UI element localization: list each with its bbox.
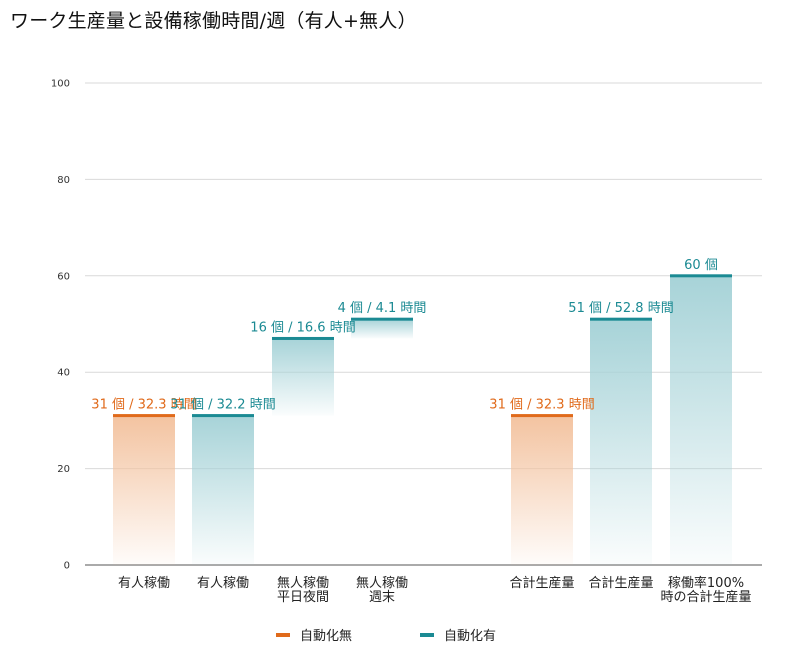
bar-top-line [351, 317, 413, 321]
legend-label: 自動化無 [300, 629, 352, 644]
grid-lines [85, 82, 762, 566]
bar [511, 414, 573, 565]
legend: 自動化無 自動化有 [276, 629, 496, 644]
legend-item[interactable]: 自動化無 [276, 629, 352, 644]
y-tick-label: 40 [57, 368, 70, 379]
y-tick-label: 0 [64, 561, 70, 572]
category-label: 合計生産量 [588, 575, 653, 591]
bar-value-label: 31 個 / 32.2 時間 [170, 398, 275, 413]
bar [272, 336, 334, 416]
bar-top-line [670, 274, 732, 278]
bar-top-line [272, 336, 334, 340]
bar-fill [113, 415, 175, 565]
bar-fill [272, 338, 334, 416]
category-label: 有人稼働 [197, 576, 249, 591]
bar-fill [192, 415, 254, 565]
bar-value-label: 60 個 [684, 258, 718, 273]
y-axis-ticks: 0 20 40 60 80 100 [51, 79, 70, 572]
bar [192, 414, 254, 565]
bar-fill [351, 319, 413, 339]
bar-value-label: 16 個 / 16.6 時間 [250, 320, 355, 335]
category-label: 稼働率100% [668, 575, 744, 591]
bar [351, 317, 413, 339]
y-tick-label: 80 [57, 175, 70, 186]
category-label: 平日夜間 [277, 590, 329, 605]
bar-fill [670, 275, 732, 565]
legend-label: 自動化有 [444, 629, 496, 644]
bar-value-label: 51 個 / 52.8 時間 [568, 301, 673, 316]
bar-top-line [511, 414, 573, 418]
legend-swatch [420, 633, 434, 637]
bar-value-label: 4 個 / 4.1 時間 [338, 301, 427, 316]
category-label: 時の合計生産量 [660, 589, 751, 605]
category-label: 有人稼働 [118, 576, 170, 591]
bars [113, 274, 732, 565]
legend-swatch [276, 633, 290, 637]
y-tick-label: 60 [57, 271, 70, 282]
bar [113, 414, 175, 565]
bar-top-line [590, 317, 652, 321]
y-tick-label: 100 [51, 79, 70, 90]
category-label: 無人稼働 [356, 576, 408, 591]
category-label: 無人稼働 [277, 576, 329, 591]
bar-top-line [192, 414, 254, 418]
bar [670, 274, 732, 565]
category-label: 合計生産量 [509, 575, 574, 591]
bar-fill [511, 415, 573, 565]
category-label: 週末 [369, 590, 395, 605]
bar-value-label: 31 個 / 32.3 時間 [489, 398, 594, 413]
bar-fill [590, 319, 652, 565]
chart-title: ワーク生産量と設備稼働時間/週（有人+無人） [10, 10, 417, 32]
bar-value-label: 31 個 / 32.3 時間 [91, 398, 196, 413]
bar-top-line [113, 414, 175, 418]
bar [590, 317, 652, 565]
legend-item[interactable]: 自動化有 [420, 629, 496, 644]
y-tick-label: 20 [57, 464, 70, 475]
